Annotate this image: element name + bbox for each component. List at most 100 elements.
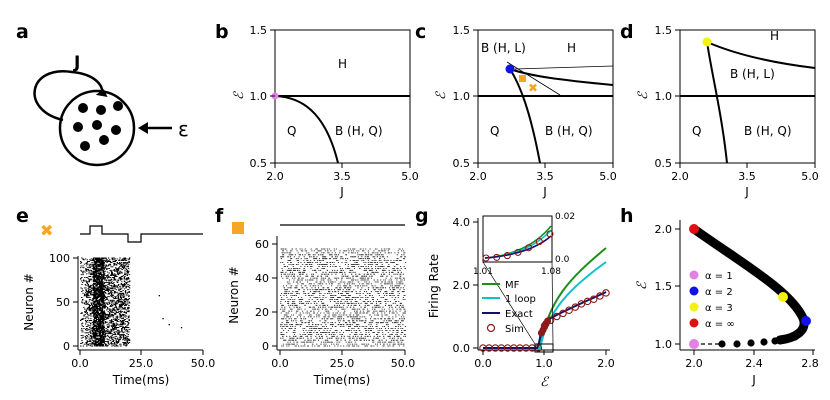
x-axis-label: J	[542, 185, 547, 199]
panel-letter-d: d	[620, 21, 634, 43]
alpha2-marker	[801, 316, 811, 326]
x-tick-label: 25.0	[330, 357, 355, 370]
x-tick-label: 3.5	[333, 170, 351, 183]
tangent-line	[506, 61, 561, 96]
recurrent-loop-arrow	[33, 70, 104, 122]
lower-branch-dot	[733, 340, 741, 348]
panel-letter-a: a	[16, 21, 29, 43]
x-axis-label: J	[339, 185, 344, 199]
y-tick-label: 60	[255, 238, 269, 251]
inset-sim-point	[514, 248, 522, 256]
y-axis-label: ℰ	[232, 91, 247, 100]
sim-point	[571, 303, 580, 311]
region-q: Q	[490, 124, 499, 138]
x-tick-label: 2.8	[801, 357, 819, 370]
y-tick-label: 0.5	[655, 157, 673, 170]
inset-sim-point	[525, 244, 533, 252]
region-q: Q	[692, 124, 701, 138]
legend-alpha-inf-label: α = ∞	[705, 319, 735, 330]
x-tick-label: 0.0	[271, 357, 289, 370]
region-h: H	[338, 57, 347, 71]
orange-cross-marker: ✖	[528, 81, 538, 95]
y-tick-label: 1.5	[655, 24, 673, 37]
population-circle	[58, 89, 136, 167]
y-tick-label: 0	[63, 340, 70, 353]
legend-alpha1-label: α = 1	[705, 271, 733, 282]
sim-point	[589, 295, 598, 303]
zoom-connector	[482, 261, 536, 345]
input-arrow-head	[138, 122, 148, 134]
x-tick-label: 0.0	[474, 357, 492, 370]
raster-spikes	[280, 248, 407, 347]
neuron-dot	[111, 125, 121, 135]
x-tick-label: 5.0	[801, 170, 819, 183]
inset-sim-point	[535, 238, 543, 246]
neuron-dots	[73, 101, 123, 151]
spike-marks	[280, 248, 407, 347]
inset-sim-point	[503, 252, 511, 260]
panel-a-network-diagram: J ε	[33, 53, 189, 167]
zoom-connector	[551, 261, 554, 345]
input-pulse-trace	[80, 225, 203, 243]
epsilon-input-label: ε	[178, 117, 189, 141]
legend-mf-label: MF	[505, 280, 520, 291]
panel-h-alpha-path: α = 1 α = 2 α = 3 α = ∞ 2.0 1.5 1.0 2.0 …	[635, 220, 819, 387]
y-axis-label: Firing Rate	[427, 254, 441, 318]
panel-b-phase-diagram: H Q B (H, Q) 1.5 1.0 0.5 2.0 3.5 5.0 J ℰ	[232, 24, 419, 199]
lower-branch-dot	[760, 338, 768, 346]
spike-mark	[180, 327, 183, 329]
sim-point	[577, 300, 586, 308]
spike-marks	[80, 257, 131, 347]
one-loop-curve	[483, 261, 607, 349]
x-tick-label: 2.0	[597, 357, 615, 370]
inset-sim-point	[482, 254, 490, 262]
x-axis-label: J	[751, 373, 756, 387]
x-tick-label: 2.0	[671, 170, 689, 183]
alpha1-marker	[689, 339, 699, 349]
orange-cross-symbol: ✖	[40, 221, 53, 240]
y-tick-label: 2.0	[453, 279, 471, 292]
boundary-falling	[274, 95, 339, 164]
panel-c-phase-diagram: ✖ B (H, L) H Q B (H, Q) 1.5 1.0 0.5 2.0 …	[434, 24, 617, 199]
y-tick-label: 2.0	[655, 223, 673, 236]
y-axis-label: ℰ	[635, 281, 650, 290]
y-tick-label: 0	[262, 340, 269, 353]
region-h: H	[770, 29, 779, 43]
legend-one-loop-label: 1 loop	[505, 294, 536, 305]
orange-square-symbol	[232, 222, 244, 234]
neuron-dot	[73, 122, 83, 132]
boundary-upper	[706, 41, 816, 69]
boundary-upper	[509, 68, 614, 86]
panel-letter-e: e	[16, 205, 29, 227]
panel-e-raster: ✖ 100 50 0 0.0 25.0 50.0 Time(ms) Neuron…	[22, 221, 215, 387]
y-tick-label: 1.0	[655, 90, 673, 103]
sim-point	[565, 306, 573, 314]
legend-sim-label: Sim	[505, 324, 524, 335]
y-tick-label: 1.0	[453, 90, 471, 103]
y-tick-label: 40	[255, 272, 269, 285]
x-tick-label: 25.0	[129, 357, 154, 370]
sim-markers	[479, 289, 610, 352]
neuron-dot	[78, 103, 88, 113]
y-tick-label: 0.5	[453, 157, 471, 170]
panel-letter-f: f	[215, 205, 224, 227]
sim-point	[559, 309, 567, 318]
neuron-dot	[80, 141, 90, 151]
inset-y-tick-label: 0.0	[555, 255, 570, 265]
legend-exact-label: Exact	[505, 309, 533, 320]
y-tick-label: 100	[49, 252, 70, 265]
alpha3-marker	[702, 37, 712, 47]
x-axis-label: Time(ms)	[112, 373, 170, 387]
x-tick-label: 2.0	[469, 170, 487, 183]
region-bq: B (H, Q)	[335, 124, 383, 138]
region-h: H	[567, 41, 576, 55]
legend-sim-swatch	[486, 323, 496, 333]
neuron-dot	[99, 135, 109, 145]
x-tick-label: 1.0	[535, 357, 553, 370]
sim-point	[602, 289, 610, 297]
legend-alpha2-label: α = 2	[705, 287, 733, 298]
panel-letter-c: c	[415, 21, 426, 43]
x-tick-label: 50.0	[191, 357, 216, 370]
legend-alpha1-swatch	[689, 270, 699, 280]
